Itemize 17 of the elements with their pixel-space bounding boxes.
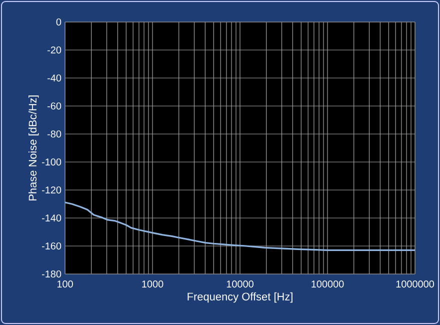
y-tick-label: -120	[42, 186, 62, 194]
y-tick-label: -160	[42, 242, 62, 250]
y-tick-label: -180	[42, 270, 62, 278]
y-tick-label: 0	[56, 18, 62, 26]
x-tick-label: 10000	[226, 280, 254, 288]
y-tick-label: -60	[48, 102, 62, 110]
x-axis-title: Frequency Offset [Hz]	[188, 292, 292, 303]
y-tick-label: -140	[42, 214, 62, 222]
x-tick-label: 100000	[312, 280, 344, 288]
y-tick-label: -40	[48, 74, 62, 82]
x-tick-label: 1000000	[396, 280, 434, 288]
y-tick-label: -20	[48, 46, 62, 54]
y-axis-title: Phase Noise [dBc/Hz]	[28, 96, 39, 200]
y-tick-label: -80	[48, 130, 62, 138]
x-tick-label: 100	[57, 280, 73, 288]
x-tick-label: 1000	[142, 280, 164, 288]
y-tick-label: -100	[42, 158, 62, 166]
